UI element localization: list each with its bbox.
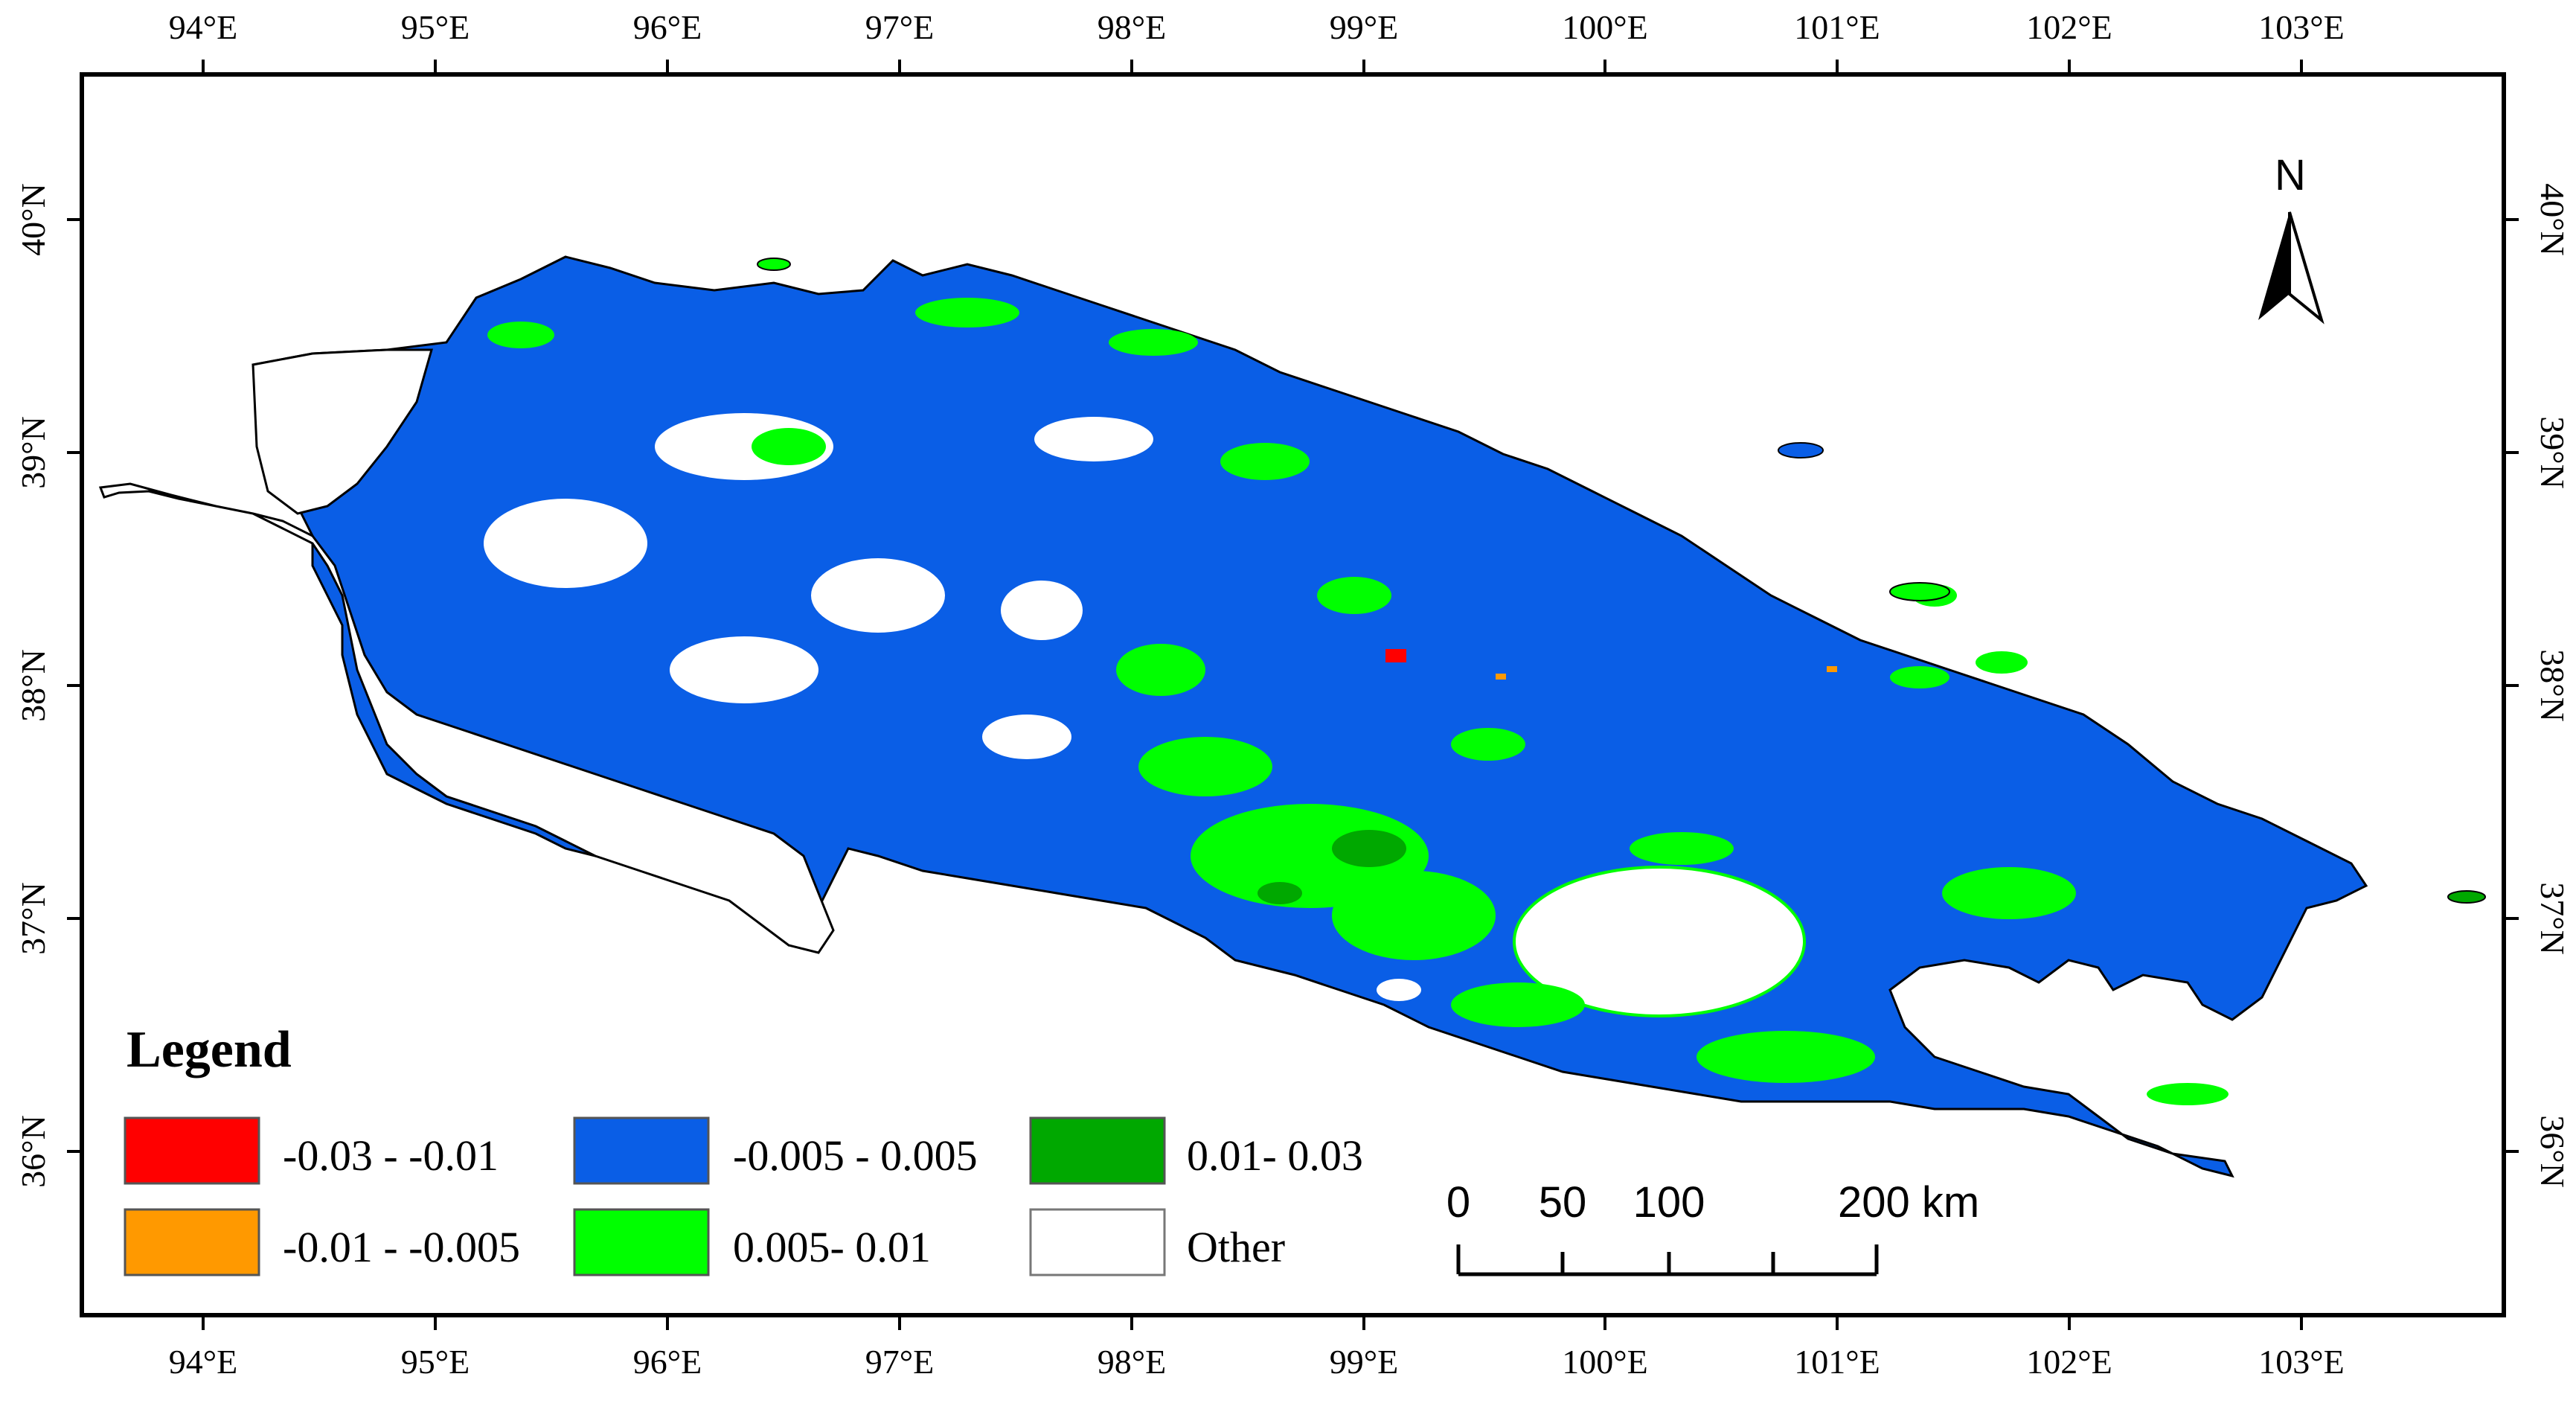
region-other-patch — [670, 636, 818, 703]
lon-label: 96°E — [633, 8, 702, 46]
region-other-lake — [1513, 866, 1806, 1017]
legend-swatch-decrease-strong — [124, 1116, 260, 1185]
lat-label: 40°N — [14, 183, 52, 256]
region-other-patch — [982, 715, 1071, 759]
lon-label: 97°E — [865, 8, 935, 46]
lon-label: 94°E — [169, 1343, 238, 1381]
region-other-west — [98, 482, 835, 954]
lon-label: 98°E — [1098, 8, 1167, 46]
legend-swatch-increase-strong — [1029, 1116, 1166, 1185]
lon-label: 98°E — [1098, 1343, 1167, 1381]
lat-labels-left: 40°N 39°N 38°N 37°N 36°N — [14, 183, 52, 1188]
lat-label: 36°N — [2534, 1115, 2572, 1188]
region-other-patch — [484, 499, 647, 588]
region-increase-weak — [487, 298, 2229, 1105]
lon-label: 102°E — [2026, 8, 2112, 46]
region-island — [2447, 890, 2486, 904]
lon-label: 99°E — [1330, 8, 1399, 46]
lon-label: 103°E — [2258, 1343, 2345, 1381]
lon-label: 96°E — [633, 1343, 702, 1381]
lon-label: 97°E — [865, 1343, 935, 1381]
region-other-patch — [1034, 417, 1153, 461]
lat-label: 38°N — [14, 649, 52, 722]
legend-swatch-stable — [573, 1116, 710, 1185]
lon-label: 101°E — [1794, 8, 1880, 46]
lon-label: 99°E — [1330, 1343, 1399, 1381]
region-increase-strong — [1257, 830, 1406, 904]
legend-label: Other — [1187, 1223, 1285, 1271]
lat-label: 36°N — [14, 1115, 52, 1188]
north-arrow-label: N — [2275, 151, 2306, 199]
legend-label: -0.005 - 0.005 — [733, 1131, 978, 1180]
region-other-patch — [811, 558, 945, 633]
legend-label: 0.01- 0.03 — [1187, 1131, 1363, 1180]
scale-label: 0 — [1446, 1178, 1470, 1227]
legend-label: -0.03 - -0.01 — [283, 1131, 499, 1180]
region-decrease-weak — [1496, 674, 1506, 680]
scale-bar-line — [1456, 1244, 1879, 1276]
north-arrow-right-half — [2288, 211, 2325, 325]
region-island — [1889, 582, 1950, 601]
region-decrease-weak — [1827, 666, 1837, 672]
lat-label: 37°N — [14, 882, 52, 955]
lon-label: 100°E — [1562, 8, 1648, 46]
region-island — [1778, 442, 1824, 458]
lat-label: 39°N — [14, 416, 52, 489]
legend-swatch-decrease-weak — [124, 1208, 260, 1276]
legend: Legend -0.03 - -0.01 -0.01 - -0.005 -0.0… — [124, 1021, 1363, 1276]
legend-label: 0.005- 0.01 — [733, 1223, 931, 1271]
lon-label: 102°E — [2026, 1343, 2112, 1381]
scale-label: 100 — [1633, 1178, 1705, 1227]
lon-labels-bottom: 94°E 95°E 96°E 97°E 98°E 99°E 100°E 101°… — [169, 1343, 2345, 1381]
region-other-patch — [2188, 748, 2277, 785]
legend-label: -0.01 - -0.005 — [283, 1223, 520, 1271]
lat-label: 38°N — [2534, 649, 2572, 722]
lat-label: 37°N — [2534, 882, 2572, 955]
scale-label: 50 — [1539, 1178, 1587, 1227]
legend-swatch-other — [1029, 1208, 1166, 1276]
legend-title: Legend — [126, 1021, 292, 1078]
lon-label: 95°E — [401, 8, 470, 46]
lat-labels-right: 40°N 39°N 38°N 37°N 36°N — [2534, 183, 2572, 1188]
region-other-northwest — [251, 348, 433, 515]
scale-label: 200 km — [1838, 1178, 1979, 1227]
lon-labels-top: 94°E 95°E 96°E 97°E 98°E 99°E 100°E 101°… — [169, 8, 2345, 46]
scale-bar: 0 50 100 200 km — [1446, 1178, 1979, 1276]
region-other-patch — [1001, 581, 1083, 640]
lon-label: 101°E — [1794, 1343, 1880, 1381]
lon-label: 103°E — [2258, 8, 2345, 46]
region-island — [757, 258, 791, 271]
region-decrease-strong — [1385, 649, 1406, 662]
region-other-patch — [1377, 979, 1421, 1001]
north-arrow-left-half — [2258, 212, 2290, 320]
legend-swatch-increase-weak — [573, 1208, 710, 1276]
lat-label: 39°N — [2534, 416, 2572, 489]
study-region — [98, 255, 2486, 1178]
lon-label: 95°E — [401, 1343, 470, 1381]
lat-label: 40°N — [2534, 183, 2572, 256]
lat-tick-marks — [67, 218, 2519, 1153]
lon-label: 100°E — [1562, 1343, 1648, 1381]
lon-tick-marks — [202, 60, 2303, 1330]
north-arrow: N — [2258, 151, 2325, 325]
lon-label: 94°E — [169, 8, 238, 46]
